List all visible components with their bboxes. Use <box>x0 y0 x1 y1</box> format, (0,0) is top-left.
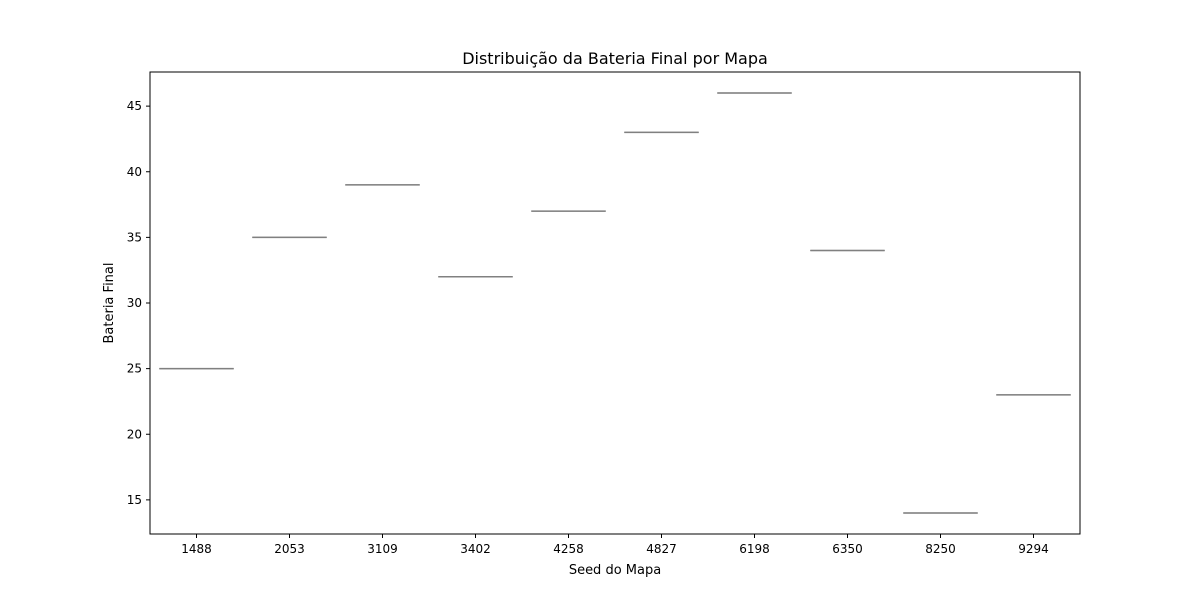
y-tick-label: 40 <box>127 165 142 179</box>
y-axis-label: Bateria Final <box>102 263 117 344</box>
chart-title: Distribuição da Bateria Final por Mapa <box>462 49 768 68</box>
x-tick-label: 4827 <box>646 542 677 556</box>
y-tick-label: 20 <box>127 427 142 441</box>
x-tick-label: 4258 <box>553 542 584 556</box>
x-tick-label: 8250 <box>925 542 956 556</box>
plot-area-frame <box>149 71 1081 535</box>
x-tick-label: 3402 <box>460 542 491 556</box>
x-axis-ticks: 1488 2053 3109 3402 4258 4827 6198 6350 8250 9294 <box>181 534 1049 556</box>
y-tick-label: 30 <box>127 296 142 310</box>
x-tick-label: 6350 <box>832 542 863 556</box>
x-tick-label: 1488 <box>181 542 212 556</box>
y-tick-label: 25 <box>127 362 142 376</box>
y-tick-label: 45 <box>127 99 142 113</box>
y-tick-label: 35 <box>127 230 142 244</box>
x-axis-label: Seed do Mapa <box>569 563 661 578</box>
box-series <box>159 92 1071 514</box>
x-tick-label: 3109 <box>367 542 398 556</box>
x-tick-label: 2053 <box>274 542 305 556</box>
y-tick-label: 15 <box>127 493 142 507</box>
x-tick-label: 9294 <box>1018 542 1049 556</box>
y-axis-ticks: 15 20 25 30 35 40 45 <box>127 99 150 507</box>
x-tick-label: 6198 <box>739 542 770 556</box>
